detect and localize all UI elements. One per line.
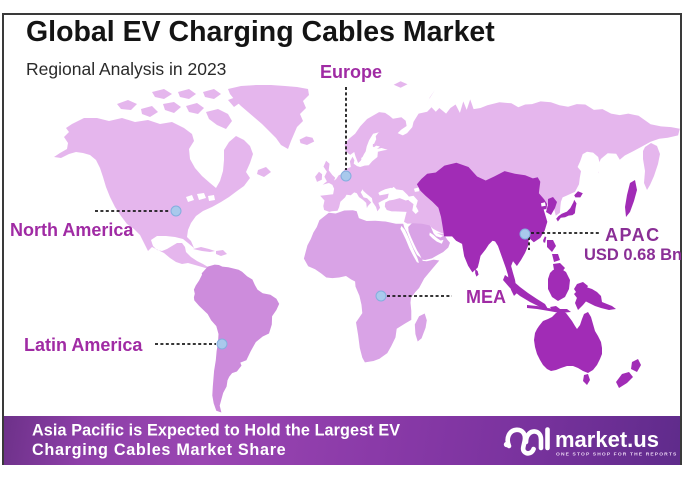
svg-text:ONE STOP SHOP FOR THE REPORTS: ONE STOP SHOP FOR THE REPORTS (556, 452, 677, 458)
svg-text:market.us: market.us (555, 427, 659, 452)
svg-text:Charging Cables Market Share: Charging Cables Market Share (32, 441, 286, 459)
svg-text:Asia Pacific is Expected to Ho: Asia Pacific is Expected to Hold the Lar… (32, 422, 400, 440)
